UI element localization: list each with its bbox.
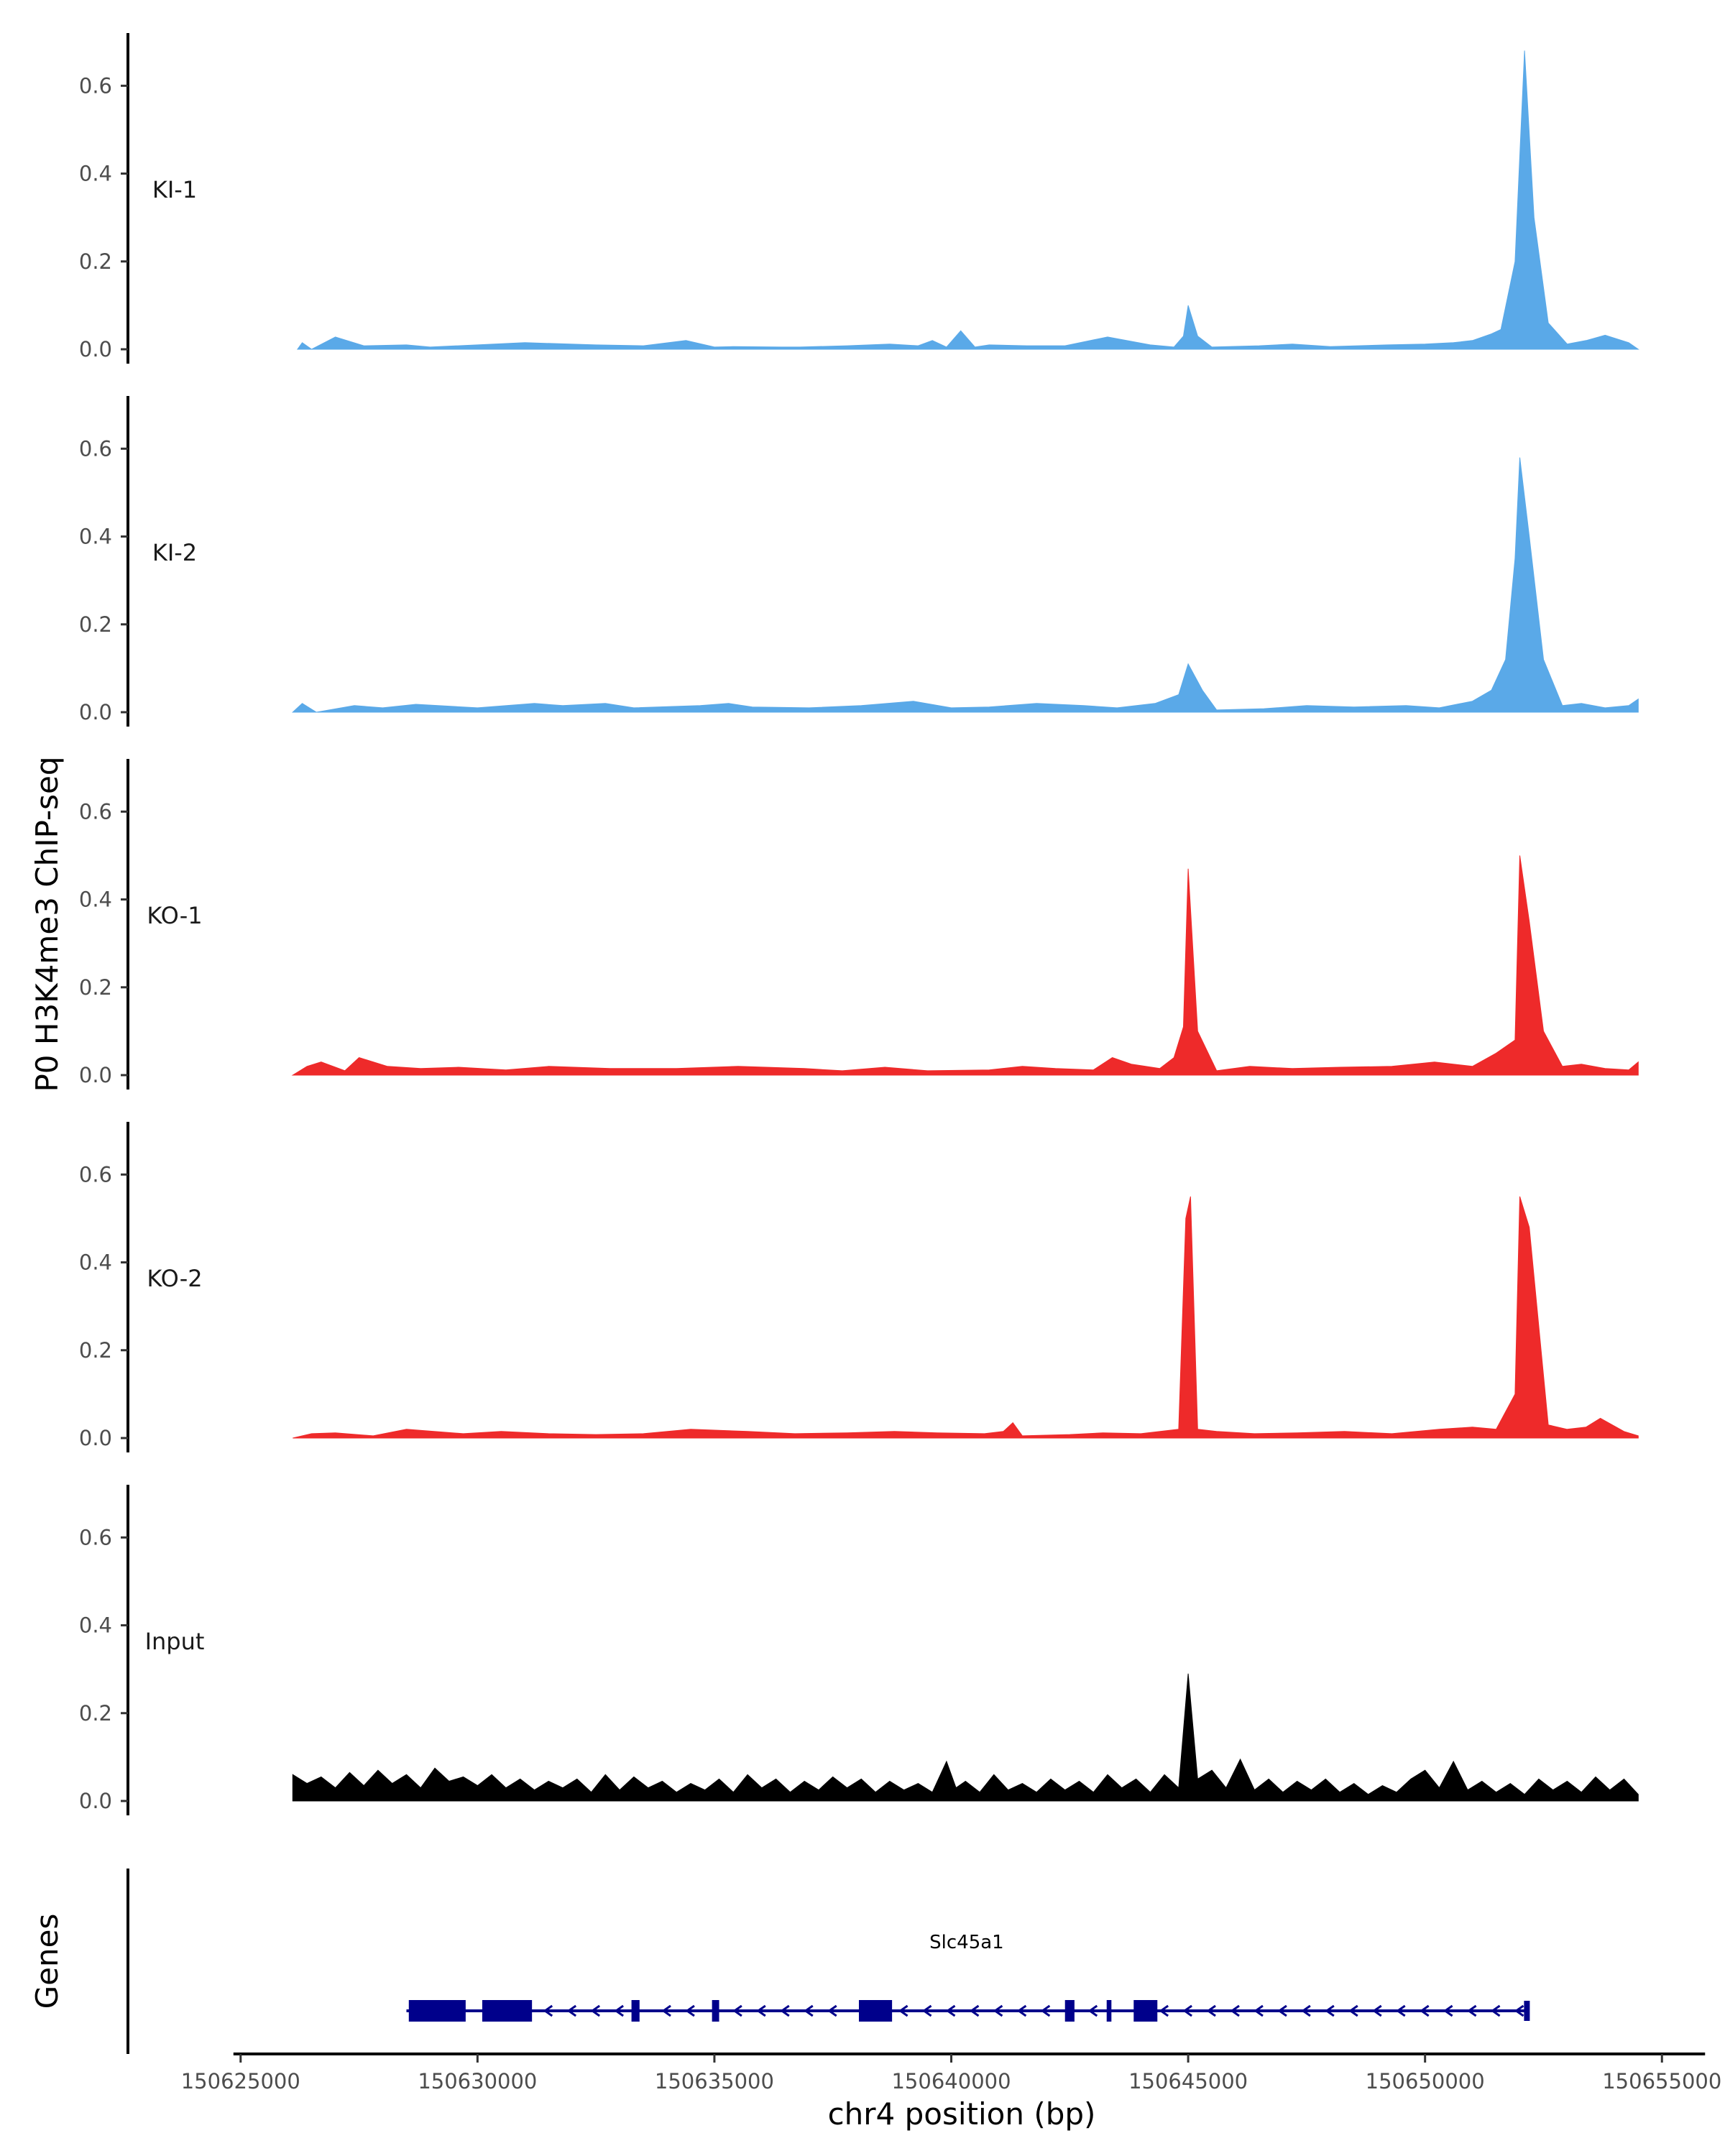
y-tick-label: 0.4 <box>79 1250 112 1275</box>
track-input-signal <box>292 1673 1639 1802</box>
track-ki-1-signal <box>296 50 1639 350</box>
x-tick-label: 150655000 <box>1602 2069 1721 2093</box>
track-ki-2-label: KI-2 <box>152 539 197 566</box>
strand-arrow <box>1159 2004 1169 2017</box>
signal-tracks: 0.00.20.40.6KI-10.00.20.40.6KI-20.00.20.… <box>79 33 1639 1815</box>
x-tick-label: 150650000 <box>1366 2069 1485 2093</box>
y-tick-label: 0.0 <box>79 700 112 724</box>
track-ko-2-signal <box>293 1196 1639 1439</box>
strand-arrow <box>780 2004 790 2017</box>
strand-arrow <box>1490 2004 1501 2017</box>
strand-arrow <box>1254 2004 1264 2017</box>
strand-arrow <box>614 2004 624 2017</box>
x-tick-label: 150625000 <box>181 2069 300 2093</box>
gene-exon <box>482 2000 533 2022</box>
gene-name-label: Slc45a1 <box>929 1932 1004 1953</box>
y-tick-label: 0.4 <box>79 888 112 912</box>
y-tick-label: 0.0 <box>79 1789 112 1813</box>
track-ko-1-label: KO-1 <box>147 902 202 929</box>
track-ko-1: 0.0 0.2 0.4 0.6 KO-1 <box>79 759 1639 1089</box>
y-tick-label: 0.6 <box>79 1525 112 1549</box>
strand-arrow <box>661 2004 671 2017</box>
gene-exon <box>1133 2000 1158 2022</box>
y-tick-label: 0.2 <box>79 1338 112 1363</box>
strand-arrow <box>1420 2004 1430 2017</box>
strand-arrow <box>1348 2004 1358 2017</box>
strand-arrow <box>1087 2004 1098 2017</box>
strand-arrow <box>1372 2004 1382 2017</box>
track-ki-2: 0.0 0.2 0.4 0.6 KI-2 <box>79 396 1639 727</box>
track-ko-1-signal <box>291 855 1639 1076</box>
x-axis: 150625000 150630000 150635000 150640000 1506… <box>181 2053 1721 2093</box>
strand-arrow <box>1016 2004 1027 2017</box>
track-ki-1: 0.0 0.2 0.4 0.6 KI-1 <box>79 33 1639 364</box>
strand-arrow <box>1040 2004 1051 2017</box>
gene-exon <box>1064 2000 1075 2022</box>
gene-exon <box>1106 2000 1112 2022</box>
gene-exon <box>408 2000 466 2022</box>
x-tick-label: 150645000 <box>1128 2069 1248 2093</box>
strand-arrow <box>566 2004 577 2017</box>
track-ki-2-signal <box>292 457 1639 713</box>
y-tick-label: 0.6 <box>79 436 112 461</box>
gene-exon <box>631 2000 640 2022</box>
strand-arrow <box>685 2004 695 2017</box>
strand-arrow <box>1466 2004 1477 2017</box>
gene-track-panel: Genes Slc45a1 <box>29 1869 1530 2054</box>
y-axis-title: P0 H3K4me3 ChIP-seq <box>29 756 65 1092</box>
y-tick-label: 0.6 <box>79 73 112 98</box>
y-tick-label: 0.0 <box>79 1063 112 1087</box>
y-tick-label: 0.2 <box>79 1701 112 1726</box>
x-tick-label: 150630000 <box>418 2069 537 2093</box>
strand-arrow <box>898 2004 908 2017</box>
strand-arrow <box>1277 2004 1287 2017</box>
strand-arrow <box>993 2004 1003 2017</box>
y-tick-label: 0.0 <box>79 1426 112 1450</box>
strand-arrow <box>1325 2004 1335 2017</box>
gene-exon <box>858 2000 893 2022</box>
track-ki-1-label: KI-1 <box>152 176 197 203</box>
gene-model <box>406 2000 1530 2022</box>
y-tick-label: 0.6 <box>79 799 112 824</box>
strand-arrow <box>827 2004 837 2017</box>
strand-arrow <box>1301 2004 1311 2017</box>
strand-arrow <box>590 2004 601 2017</box>
y-tick-label: 0.4 <box>79 1613 112 1638</box>
strand-arrow <box>804 2004 814 2017</box>
strand-arrow <box>1230 2004 1240 2017</box>
y-tick-label: 0.2 <box>79 975 112 1000</box>
y-tick-label: 0.6 <box>79 1162 112 1187</box>
strand-arrow <box>543 2004 553 2017</box>
y-tick-label: 0.2 <box>79 249 112 274</box>
strand-arrow <box>1396 2004 1406 2017</box>
strand-arrow <box>921 2004 932 2017</box>
strand-arrow <box>945 2004 956 2017</box>
y-tick-label: 0.4 <box>79 162 112 186</box>
track-ko-2: 0.0 0.2 0.4 0.6 KO-2 <box>79 1122 1639 1452</box>
y-tick-label: 0.4 <box>79 525 112 549</box>
genes-axis-title: Genes <box>29 1914 65 2009</box>
track-ko-2-label: KO-2 <box>147 1265 202 1292</box>
strand-arrow <box>1514 2004 1524 2017</box>
track-input-label: Input <box>145 1628 205 1655</box>
strand-arrow <box>756 2004 766 2017</box>
y-tick-label: 0.2 <box>79 612 112 637</box>
strand-arrow <box>969 2004 980 2017</box>
strand-arrow <box>732 2004 742 2017</box>
strand-arrow <box>1182 2004 1192 2017</box>
x-tick-label: 150635000 <box>655 2069 774 2093</box>
x-axis-title: chr4 position (bp) <box>828 2096 1096 2132</box>
x-tick-label: 150640000 <box>891 2069 1011 2093</box>
strand-arrow <box>1443 2004 1453 2017</box>
track-input: 0.0 0.2 0.4 0.6 Input <box>79 1485 1639 1815</box>
strand-arrow <box>1206 2004 1216 2017</box>
y-tick-label: 0.0 <box>79 337 112 361</box>
gene-exon <box>712 2000 719 2022</box>
